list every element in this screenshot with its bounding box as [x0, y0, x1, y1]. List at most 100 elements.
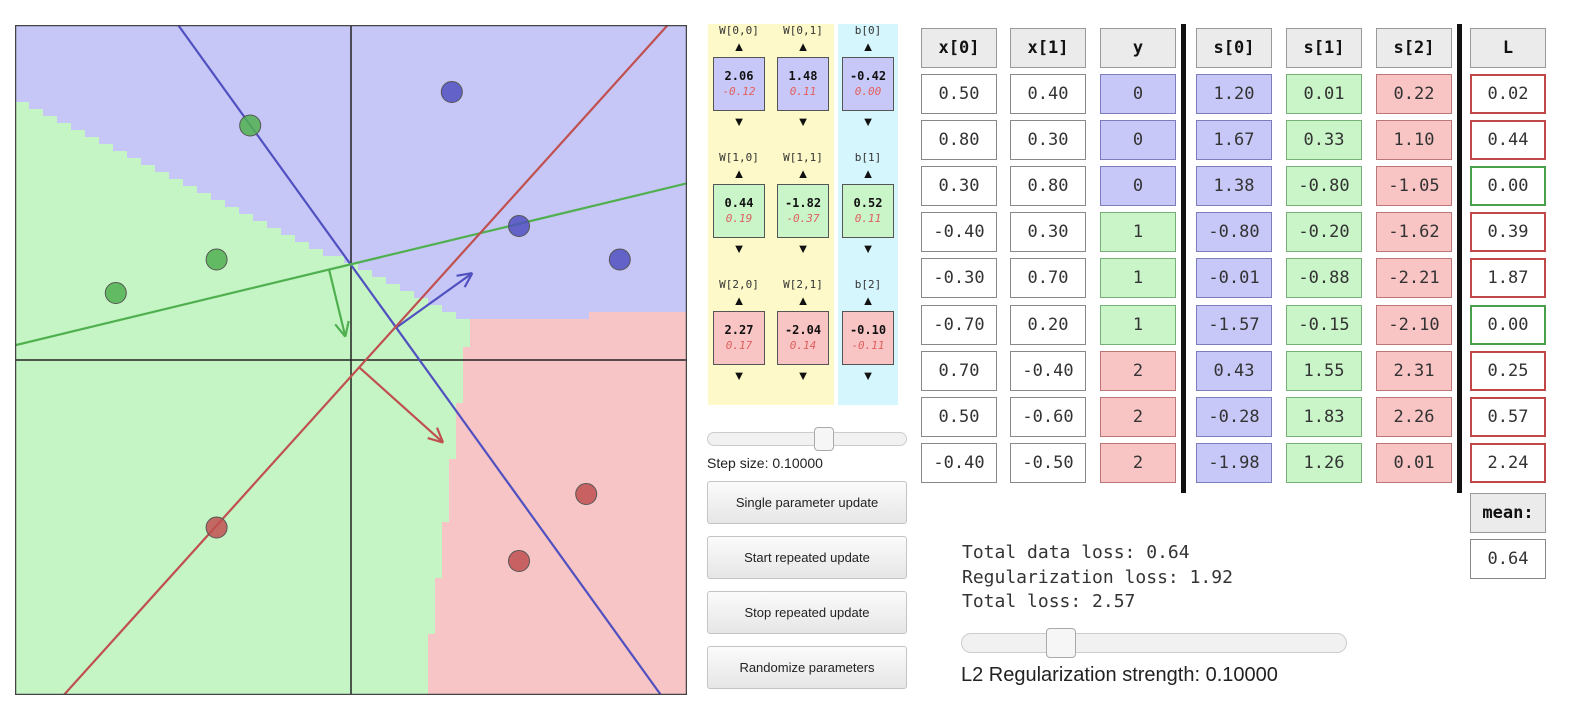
- region-cell: [71, 32, 79, 40]
- region-cell: [477, 298, 485, 306]
- region-cell: [400, 88, 408, 96]
- region-cell: [358, 95, 366, 103]
- region-cell: [386, 214, 394, 222]
- region-cell: [309, 326, 317, 334]
- region-cell: [127, 214, 135, 222]
- region-cell: [113, 221, 121, 229]
- region-cell: [316, 158, 324, 166]
- region-cell: [85, 326, 93, 334]
- region-cell: [365, 179, 373, 187]
- region-cell: [127, 81, 135, 89]
- region-cell: [260, 221, 268, 229]
- region-cell: [533, 347, 541, 355]
- region-cell: [239, 102, 247, 110]
- region-cell: [148, 179, 156, 187]
- region-cell: [64, 46, 72, 54]
- region-cell: [372, 347, 380, 355]
- region-cell: [330, 144, 338, 152]
- region-cell: [155, 298, 163, 306]
- region-cell: [421, 165, 429, 173]
- decision-boundary-canvas[interactable]: [15, 25, 687, 695]
- region-cell: [631, 53, 639, 61]
- region-cell: [386, 158, 394, 166]
- region-cell: [141, 193, 149, 201]
- region-cell: [449, 123, 457, 131]
- region-cell: [64, 32, 72, 40]
- region-cell: [22, 277, 30, 285]
- region-cell: [526, 53, 534, 61]
- region-cell: [386, 221, 394, 229]
- region-cell: [407, 270, 415, 278]
- region-cell: [512, 165, 520, 173]
- region-cell: [274, 116, 282, 124]
- region-cell: [29, 123, 37, 131]
- region-cell: [162, 277, 170, 285]
- region-cell: [582, 305, 590, 313]
- region-cell: [540, 340, 548, 348]
- region-cell: [666, 88, 674, 96]
- region-cell: [414, 200, 422, 208]
- region-cell: [302, 95, 310, 103]
- region-cell: [316, 172, 324, 180]
- region-cell: [512, 158, 520, 166]
- region-cell: [449, 312, 457, 320]
- region-cell: [666, 193, 674, 201]
- region-cell: [148, 74, 156, 82]
- region-cell: [456, 102, 464, 110]
- region-cell: [400, 291, 408, 299]
- region-cell: [274, 277, 282, 285]
- region-cell: [680, 81, 687, 89]
- region-cell: [148, 39, 156, 47]
- region-cell: [57, 361, 65, 369]
- region-cell: [491, 221, 499, 229]
- region-cell: [365, 53, 373, 61]
- region-cell: [225, 60, 233, 68]
- region-cell: [225, 326, 233, 334]
- region-cell: [477, 333, 485, 341]
- region-cell: [477, 60, 485, 68]
- region-cell: [498, 235, 506, 243]
- region-cell: [274, 144, 282, 152]
- region-cell: [274, 368, 282, 376]
- region-cell: [218, 67, 226, 75]
- region-cell: [470, 39, 478, 47]
- region-cell: [631, 326, 639, 334]
- region-cell: [85, 284, 93, 292]
- region-cell: [232, 95, 240, 103]
- region-cell: [253, 221, 261, 229]
- region-cell: [113, 312, 121, 320]
- region-cell: [92, 277, 100, 285]
- region-cell: [134, 214, 142, 222]
- region-cell: [638, 333, 646, 341]
- decision-boundary-plot[interactable]: [15, 25, 687, 695]
- region-cell: [197, 193, 205, 201]
- region-cell: [638, 319, 646, 327]
- region-cell: [533, 207, 541, 215]
- region-cell: [36, 221, 44, 229]
- region-cell: [610, 158, 618, 166]
- region-cell: [484, 347, 492, 355]
- region-cell: [92, 151, 100, 159]
- region-cell: [400, 179, 408, 187]
- region-cell: [414, 228, 422, 236]
- region-cell: [176, 137, 184, 145]
- region-cell: [470, 256, 478, 264]
- region-cell: [134, 221, 142, 229]
- region-cell: [442, 74, 450, 82]
- region-cell: [302, 284, 310, 292]
- region-cell: [141, 158, 149, 166]
- region-cell: [617, 32, 625, 40]
- region-cell: [680, 326, 687, 334]
- region-cell: [351, 67, 359, 75]
- region-cell: [624, 333, 632, 341]
- region-cell: [561, 81, 569, 89]
- region-cell: [162, 123, 170, 131]
- region-cell: [645, 326, 653, 334]
- region-cell: [400, 200, 408, 208]
- region-cell: [330, 172, 338, 180]
- region-cell: [617, 25, 625, 33]
- region-cell: [372, 340, 380, 348]
- region-cell: [169, 221, 177, 229]
- region-cell: [351, 361, 359, 369]
- region-cell: [449, 228, 457, 236]
